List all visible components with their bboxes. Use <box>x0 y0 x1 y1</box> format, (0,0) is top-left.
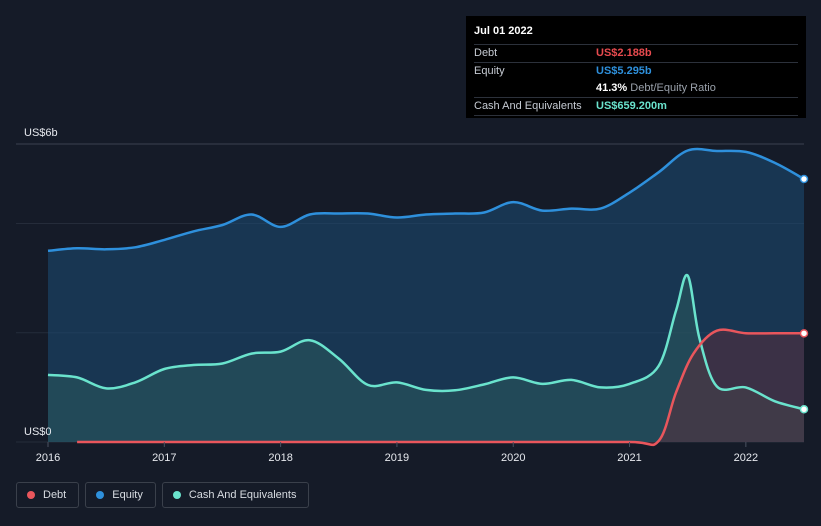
tooltip-value-debt: US$2.188b <box>596 47 652 59</box>
legend-dot-cash <box>172 491 181 499</box>
x-tick-label: 2016 <box>36 452 60 464</box>
tooltip-row-cash: Cash And Equivalents US$659.200m <box>474 97 798 116</box>
legend-item-debt[interactable]: Debt <box>16 482 80 508</box>
tooltip-label-debt: Debt <box>474 47 498 59</box>
tooltip-value-equity: US$5.295b <box>596 65 652 77</box>
chart-legend: Debt Equity Cash And Equivalents <box>16 482 310 508</box>
cash-and-equivalents-line <box>47 273 805 411</box>
x-tick-label: 2020 <box>501 452 525 464</box>
tooltip-panel: Jul 01 2022 Debt US$2.188b Equity US$5.2… <box>466 16 806 118</box>
tooltip-label-equity: Equity <box>474 65 505 77</box>
tooltip-label-ratio <box>474 80 596 97</box>
debt-end-marker <box>799 329 809 338</box>
equity-line <box>47 147 805 253</box>
x-tick-label: 2021 <box>617 452 641 464</box>
x-axis-ticks: 2016 2017 2018 2019 2020 2021 2022 <box>36 442 758 464</box>
debt-area <box>77 329 805 445</box>
x-tick-label: 2018 <box>268 452 292 464</box>
x-tick-label: 2017 <box>152 452 176 464</box>
legend-label-equity: Equity <box>112 489 143 501</box>
legend-item-cash[interactable]: Cash And Equivalents <box>161 482 310 508</box>
tooltip-label-cash: Cash And Equivalents <box>474 100 582 112</box>
x-tick-label: 2022 <box>734 452 758 464</box>
tooltip-row-debt: Debt US$2.188b <box>474 44 798 62</box>
legend-label-cash: Cash And Equivalents <box>188 489 297 501</box>
legend-dot-debt <box>27 491 35 499</box>
tooltip-value-cash: US$659.200m <box>596 100 667 112</box>
x-tick-label: 2019 <box>385 452 409 464</box>
series-areas <box>48 148 805 445</box>
y-axis-top-label: US$6b <box>24 127 58 139</box>
cash-and-equivalents-area <box>48 275 804 442</box>
tooltip-note-ratio: Debt/Equity Ratio <box>630 82 716 94</box>
equity-end-marker <box>799 174 809 184</box>
legend-item-equity[interactable]: Equity <box>85 482 156 508</box>
tooltip-row-ratio: 41.3% Debt/Equity Ratio <box>474 80 798 97</box>
legend-dot-equity <box>96 491 105 499</box>
tooltip-row-equity: Equity US$5.295b <box>474 62 798 80</box>
legend-label-debt: Debt <box>43 489 67 501</box>
cash-and-equivalents-end-marker <box>799 405 809 414</box>
tooltip-date: Jul 01 2022 <box>474 25 533 37</box>
end-markers <box>799 174 809 414</box>
tooltip-value-ratio: 41.3% <box>596 82 628 94</box>
y-axis-bottom-label: US$0 <box>24 426 52 438</box>
